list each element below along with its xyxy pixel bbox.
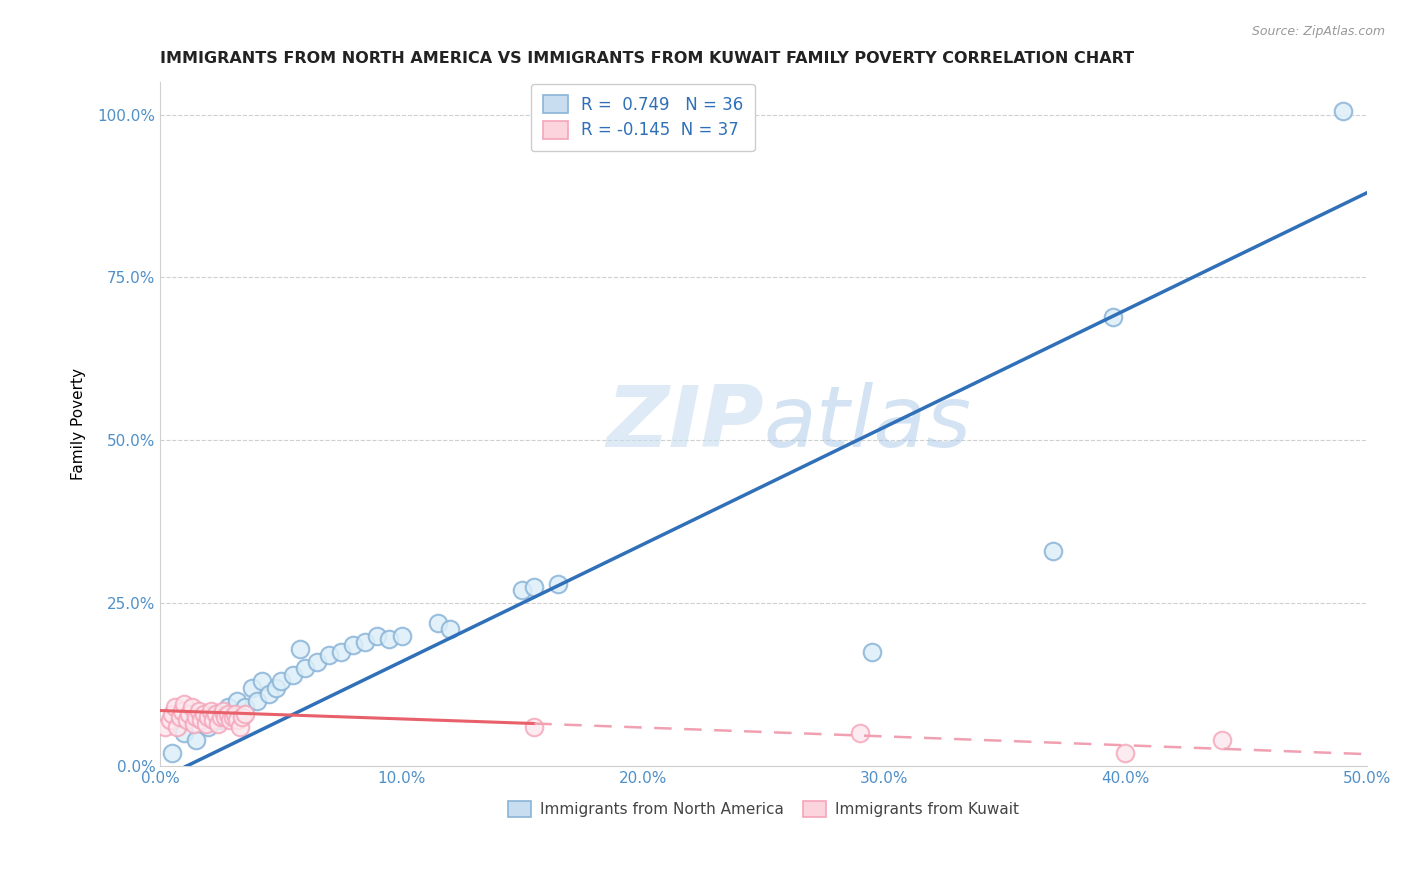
Point [176, 713, 198, 727]
Point [200, 704, 222, 718]
Point [170, 704, 193, 718]
Point [240, 681, 263, 695]
Point [378, 632, 401, 646]
Point [246, 694, 269, 708]
Y-axis label: Family Poverty: Family Poverty [72, 368, 86, 480]
Point [195, 716, 218, 731]
Point [197, 710, 219, 724]
Point [214, 710, 236, 724]
Point [217, 700, 239, 714]
Point [162, 746, 184, 760]
Point [226, 713, 249, 727]
Point [166, 720, 188, 734]
Point [219, 713, 242, 727]
Point [391, 629, 413, 643]
Point [163, 700, 186, 714]
Point [226, 694, 249, 708]
Point [231, 710, 253, 724]
Point [193, 706, 215, 721]
Point [183, 716, 205, 731]
Point [186, 710, 208, 724]
Point [229, 720, 252, 734]
Point [307, 655, 329, 669]
Point [342, 639, 364, 653]
Point [179, 706, 201, 721]
Point [270, 674, 292, 689]
Point [186, 732, 208, 747]
Point [1331, 104, 1354, 119]
Point [187, 704, 209, 718]
Point [257, 687, 280, 701]
Point [523, 580, 546, 594]
Point [1102, 310, 1125, 324]
Point [190, 713, 212, 727]
Point [233, 700, 256, 714]
Point [209, 713, 232, 727]
Point [318, 648, 340, 662]
Point [212, 704, 235, 718]
Point [1114, 746, 1136, 760]
Point [264, 681, 287, 695]
Point [281, 667, 304, 681]
Point [173, 697, 195, 711]
Point [1042, 544, 1064, 558]
Point [159, 713, 181, 727]
Point [162, 706, 184, 721]
Point [173, 726, 195, 740]
Point [180, 700, 202, 714]
Point [330, 645, 353, 659]
Text: Source: ZipAtlas.com: Source: ZipAtlas.com [1251, 25, 1385, 38]
Point [523, 720, 546, 734]
Point [860, 645, 883, 659]
Point [354, 635, 377, 649]
Text: atlas: atlas [763, 383, 972, 466]
Point [547, 576, 569, 591]
Point [153, 720, 176, 734]
Point [233, 706, 256, 721]
Point [204, 706, 226, 721]
Point [250, 674, 273, 689]
Point [169, 710, 191, 724]
Point [221, 706, 243, 721]
Point [294, 661, 316, 675]
Point [510, 582, 533, 597]
Text: IMMIGRANTS FROM NORTH AMERICA VS IMMIGRANTS FROM KUWAIT FAMILY POVERTY CORRELATI: IMMIGRANTS FROM NORTH AMERICA VS IMMIGRA… [160, 51, 1135, 66]
Legend: Immigrants from North America, Immigrants from Kuwait: Immigrants from North America, Immigrant… [502, 795, 1025, 823]
Point [209, 710, 232, 724]
Point [426, 615, 449, 630]
Point [202, 713, 225, 727]
Point [1211, 732, 1233, 747]
Point [221, 710, 243, 724]
Point [217, 706, 239, 721]
Point [439, 622, 461, 636]
Point [288, 641, 311, 656]
Text: ZIP: ZIP [606, 383, 763, 466]
Point [207, 716, 229, 731]
Point [224, 706, 246, 721]
Point [197, 720, 219, 734]
Point [202, 706, 225, 721]
Point [366, 629, 388, 643]
Point [849, 726, 872, 740]
